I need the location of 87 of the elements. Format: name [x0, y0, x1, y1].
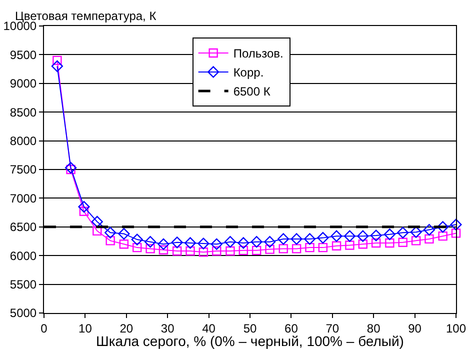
point [385, 238, 394, 248]
point [318, 242, 328, 252]
x-tick-label: 80 [366, 321, 381, 336]
point [118, 228, 130, 240]
y-tick-label: 9000 [10, 76, 37, 91]
y-tick-label: 7000 [10, 191, 37, 206]
point [358, 240, 368, 249]
point [64, 162, 77, 174]
point [92, 226, 102, 236]
point [158, 238, 170, 250]
point [198, 248, 208, 257]
point [66, 164, 76, 174]
point [238, 246, 248, 256]
x-tick-label: 60 [284, 321, 298, 336]
point [370, 230, 382, 242]
point [344, 230, 356, 242]
y-tick-label: 9500 [10, 48, 37, 62]
x-tick-label: 50 [243, 321, 257, 336]
point [238, 237, 250, 249]
point [290, 233, 302, 245]
point [265, 244, 274, 254]
point [437, 221, 449, 233]
y-tick-label: 7500 [10, 162, 37, 177]
x-tick-label: 70 [326, 321, 340, 336]
point [398, 238, 408, 247]
x-tick-label: 100 [446, 321, 466, 336]
point [450, 218, 462, 230]
point [278, 233, 290, 245]
point [212, 246, 222, 256]
point [158, 245, 168, 254]
y-tick-label: 6000 [10, 248, 37, 263]
point [144, 236, 156, 248]
point [224, 236, 236, 248]
point [304, 233, 316, 245]
point [305, 242, 314, 252]
point [424, 234, 434, 244]
x-axis-title: Шкала серого, % (0% – черный, 100% – белый) [96, 333, 404, 349]
x-tick-label: 0 [40, 321, 48, 336]
point [184, 237, 196, 249]
point [186, 246, 195, 256]
legend-label: Пользов. [233, 46, 284, 61]
point [104, 226, 116, 238]
point [411, 236, 421, 246]
point [332, 241, 342, 250]
point [250, 236, 262, 248]
point [423, 224, 436, 236]
point [172, 246, 182, 256]
point [317, 232, 329, 244]
legend-label: Корр. [233, 66, 264, 80]
point [91, 216, 103, 228]
point [438, 231, 448, 241]
y-tick-label: 6500 [10, 220, 37, 234]
point [171, 236, 183, 248]
point [146, 244, 155, 254]
point [132, 242, 142, 252]
point [226, 246, 235, 256]
point [264, 236, 276, 248]
point [252, 246, 262, 256]
point [357, 230, 369, 242]
point [119, 240, 129, 249]
x-tick-label: 10 [78, 321, 92, 336]
point [106, 236, 115, 246]
y-axis-title: Цветовая температура, К [15, 9, 156, 23]
y-tick-label: 8500 [10, 105, 37, 120]
x-tick-label: 40 [202, 321, 216, 336]
legend-label: 6500 К [233, 84, 270, 99]
x-tick-label: 90 [408, 321, 422, 336]
point [198, 238, 210, 250]
point [384, 228, 396, 240]
point [292, 244, 302, 254]
y-tick-label: 5000 [10, 306, 37, 320]
point [131, 234, 143, 246]
point [278, 244, 288, 254]
point [451, 228, 461, 238]
point [371, 238, 381, 248]
point [51, 60, 63, 72]
x-tick-label: 20 [120, 321, 134, 336]
point [78, 201, 90, 213]
point [330, 230, 342, 242]
point [345, 240, 354, 250]
point [210, 238, 222, 250]
y-tick-label: 5500 [10, 278, 37, 292]
x-tick-label: 30 [160, 321, 175, 336]
point [79, 206, 89, 216]
point [397, 226, 409, 238]
y-tick-label: 8000 [10, 134, 37, 148]
point [52, 56, 62, 66]
